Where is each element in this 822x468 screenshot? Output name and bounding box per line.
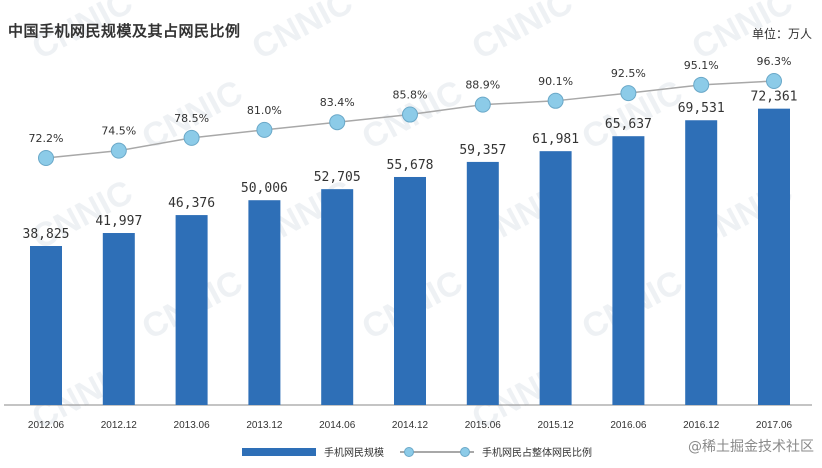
x-tick-label: 2015.12 <box>538 420 575 431</box>
watermark-text: @稀土掘金技术社区 <box>688 439 814 455</box>
ratio-value-label: 95.1% <box>684 59 719 72</box>
bar-2014.06 <box>321 189 354 405</box>
bar-value-label: 69,531 <box>678 101 725 116</box>
ratio-value-label: 96.3% <box>757 55 792 68</box>
bar-2015.12 <box>539 151 572 405</box>
bar-2015.06 <box>466 161 499 405</box>
ratio-point-2015.06 <box>474 96 491 113</box>
legend-line-label: 手机网民占整体网民比例 <box>482 448 592 459</box>
ratio-value-label: 88.9% <box>465 79 500 92</box>
x-tick-label: 2016.06 <box>610 420 647 431</box>
bar-2014.12 <box>394 176 426 405</box>
legend-bar-label: 手机网民规模 <box>324 448 384 459</box>
ratio-point-2014.06 <box>329 114 346 131</box>
ratio-value-label: 74.5% <box>101 125 136 138</box>
ratio-point-2013.06 <box>183 129 200 146</box>
x-tick-label: 2015.06 <box>465 420 502 431</box>
bar-2012.12 <box>102 233 135 405</box>
ratio-point-2012.12 <box>110 142 127 159</box>
bar-value-label: 52,705 <box>314 170 361 185</box>
legend-item-bar: 手机网民规模 <box>242 444 384 459</box>
legend-line-swatch <box>400 446 474 458</box>
x-tick-label: 2016.12 <box>683 420 720 431</box>
bar-value-label: 59,357 <box>459 143 506 158</box>
bar-value-label: 65,637 <box>605 117 652 132</box>
ratio-point-2014.12 <box>402 106 418 123</box>
bar-value-label: 38,825 <box>23 227 70 242</box>
bar-value-label: 55,678 <box>387 158 434 173</box>
x-tick-label: 2012.12 <box>101 420 138 431</box>
x-tick-label: 2014.12 <box>392 420 429 431</box>
unit-label: 单位：万人 <box>751 27 812 41</box>
bar-value-label: 50,006 <box>241 181 288 196</box>
ratio-value-label: 72.2% <box>29 132 64 145</box>
chart-title: 中国手机网民规模及其占网民比例 <box>8 22 241 40</box>
ratio-point-2017.06 <box>766 73 782 89</box>
ratio-value-label: 92.5% <box>611 67 646 80</box>
x-tick-label: 2012.06 <box>28 420 65 431</box>
ratio-value-label: 81.0% <box>247 104 282 117</box>
chart-plot: 38,825 41,997 46,376 50,006 52,705 55,678 59,3… <box>4 55 812 431</box>
ratio-value-label: 83.4% <box>320 96 355 109</box>
ratio-point-2016.12 <box>693 76 710 93</box>
ratio-value-label: 85.8% <box>393 89 428 102</box>
bar-value-label: 61,981 <box>532 132 579 147</box>
ratio-point-2016.06 <box>620 85 637 102</box>
legend-bar-swatch <box>242 447 316 456</box>
bar-value-label: 46,376 <box>168 196 215 211</box>
ratio-value-label: 90.1% <box>538 75 573 88</box>
legend-item-line: 手机网民占整体网民比例 <box>400 444 592 459</box>
ratio-point-2015.12 <box>547 92 564 109</box>
bar-2013.06 <box>175 215 208 405</box>
x-tick-label: 2014.06 <box>319 420 356 431</box>
ratio-value-label: 78.5% <box>174 112 209 125</box>
ratio-point-2013.12 <box>256 121 273 138</box>
bar-value-label: 41,997 <box>95 214 142 229</box>
ratio-point-2012.06 <box>38 150 54 166</box>
x-tick-label: 2017.06 <box>756 420 793 431</box>
x-tick-label: 2013.12 <box>246 420 283 431</box>
bar-2017.06 <box>758 108 790 406</box>
bar-2016.06 <box>612 136 645 405</box>
bar-value-label: 72,361 <box>751 90 798 105</box>
x-tick-label: 2013.06 <box>174 420 211 431</box>
bar-2016.12 <box>685 120 718 406</box>
chart-legend: 手机网民规模 手机网民占整体网民比例 <box>0 444 822 462</box>
bar-2012.06 <box>30 246 62 405</box>
bar-2013.12 <box>248 200 281 405</box>
